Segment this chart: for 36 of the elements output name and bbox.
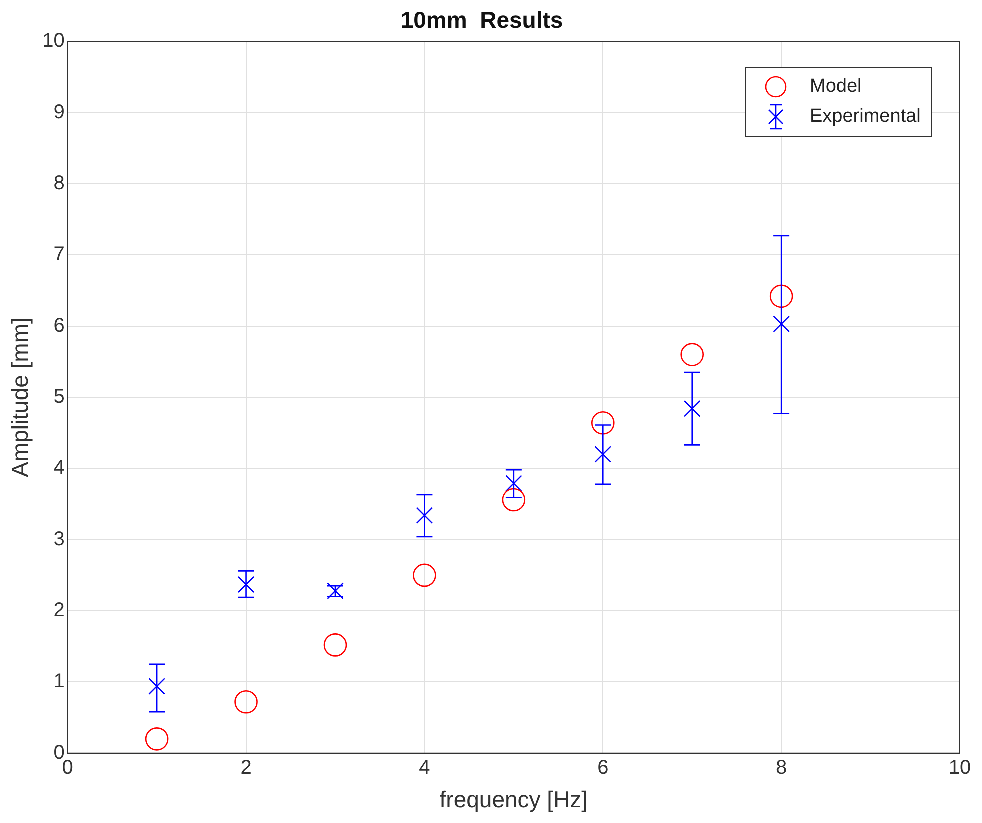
- point: [684, 400, 701, 418]
- y-tick-label: 1: [54, 670, 65, 693]
- point: [416, 507, 434, 524]
- point: [148, 678, 166, 695]
- x-tick-label: 2: [240, 756, 252, 779]
- y-tick-label: 0: [54, 742, 65, 764]
- y-tick-label: 2: [54, 600, 65, 622]
- y-tick-label: 9: [54, 101, 65, 124]
- point: [505, 475, 522, 492]
- x-axis-title: frequency [Hz]: [440, 786, 588, 813]
- x-tick-label: 4: [419, 756, 430, 779]
- legend-label: Model: [810, 76, 862, 98]
- point: [591, 411, 615, 435]
- y-tick-label: 5: [54, 386, 65, 408]
- point: [680, 343, 704, 366]
- x-tick-label: 10: [948, 756, 972, 779]
- point: [234, 690, 258, 714]
- point: [594, 446, 612, 463]
- point: [238, 576, 255, 594]
- y-tick-label: 7: [54, 244, 65, 266]
- point: [773, 316, 790, 333]
- point: [502, 488, 526, 512]
- y-axis-title: Amplitude [mm]: [7, 318, 34, 478]
- y-tick-label: 10: [42, 30, 65, 52]
- y-tick-label: 8: [54, 172, 65, 194]
- point: [324, 634, 348, 657]
- y-tick-label: 3: [54, 528, 65, 550]
- legend-label: Experimental: [810, 106, 921, 128]
- point: [413, 564, 436, 588]
- point: [770, 284, 794, 308]
- x-tick-label: 8: [776, 756, 788, 779]
- chart-title: 10mm Results: [400, 7, 564, 34]
- point: [145, 728, 169, 751]
- y-tick-label: 6: [54, 314, 65, 337]
- y-tick-label: 4: [54, 457, 65, 480]
- x-tick-label: 6: [598, 756, 609, 779]
